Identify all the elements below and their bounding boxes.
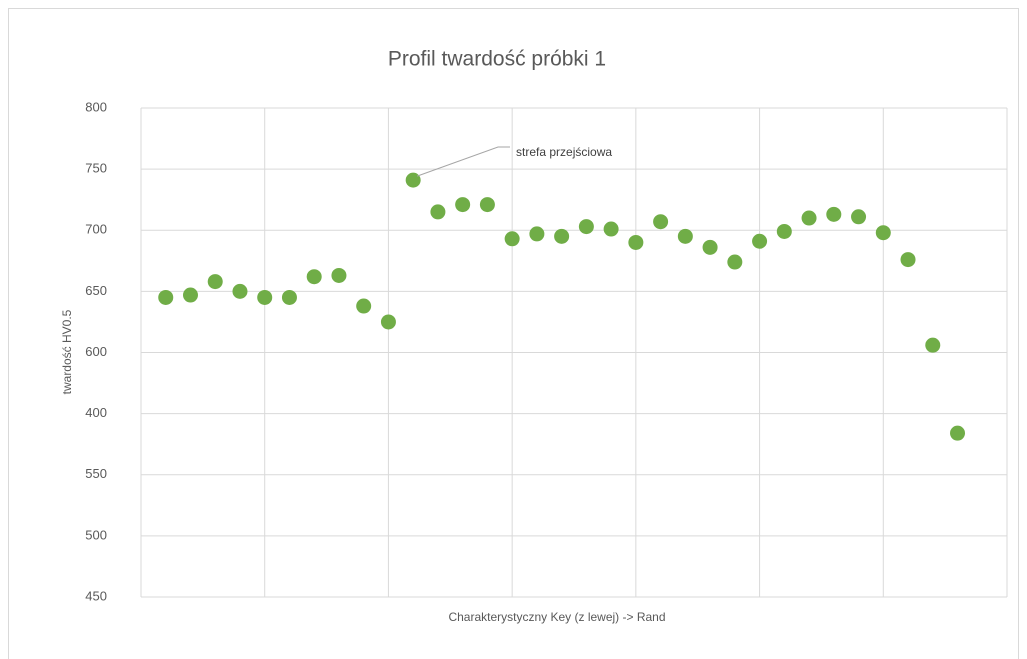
y-tick-label: 650 [85,283,107,298]
y-tick-label: 700 [85,222,107,237]
y-tick-label: 500 [85,527,107,542]
y-tick-label: 800 [85,99,107,114]
y-tick-label: 550 [85,466,107,481]
point [306,269,322,285]
point [182,287,198,303]
point [677,228,693,244]
point [752,233,768,249]
point [158,289,174,305]
point [801,210,817,226]
point [578,219,594,235]
point [479,197,495,213]
point [603,221,619,237]
point [628,234,644,250]
point [504,231,520,247]
y-tick-label: 750 [85,161,107,176]
point [554,228,570,244]
point [430,204,446,220]
point [727,254,743,270]
point [529,226,545,242]
point [380,314,396,330]
point [331,267,347,283]
chart-title: Profil twardość próbki 1 [388,48,606,71]
point [653,214,669,230]
point [826,206,842,222]
y-tick-label: 400 [85,405,107,420]
point [851,209,867,225]
point [356,298,372,314]
chart-frame [8,8,1019,659]
y-tick-label: 600 [85,344,107,359]
annotation-leader [417,146,510,177]
point [950,425,966,441]
point [875,225,891,241]
point [405,172,421,188]
annotation: strefa przejściowa [516,145,612,159]
point [925,337,941,353]
point [702,239,718,255]
point [257,289,273,305]
point [455,197,471,213]
point [281,289,297,305]
y-tick-label: 450 [85,588,107,603]
point [232,283,248,299]
point [207,274,223,290]
x-axis-label: Charakterystyczny Key (z lewej) -> Rand [448,610,665,624]
y-axis-label: twardość HV0.5 [60,309,74,394]
point [776,223,792,239]
point [900,252,916,268]
